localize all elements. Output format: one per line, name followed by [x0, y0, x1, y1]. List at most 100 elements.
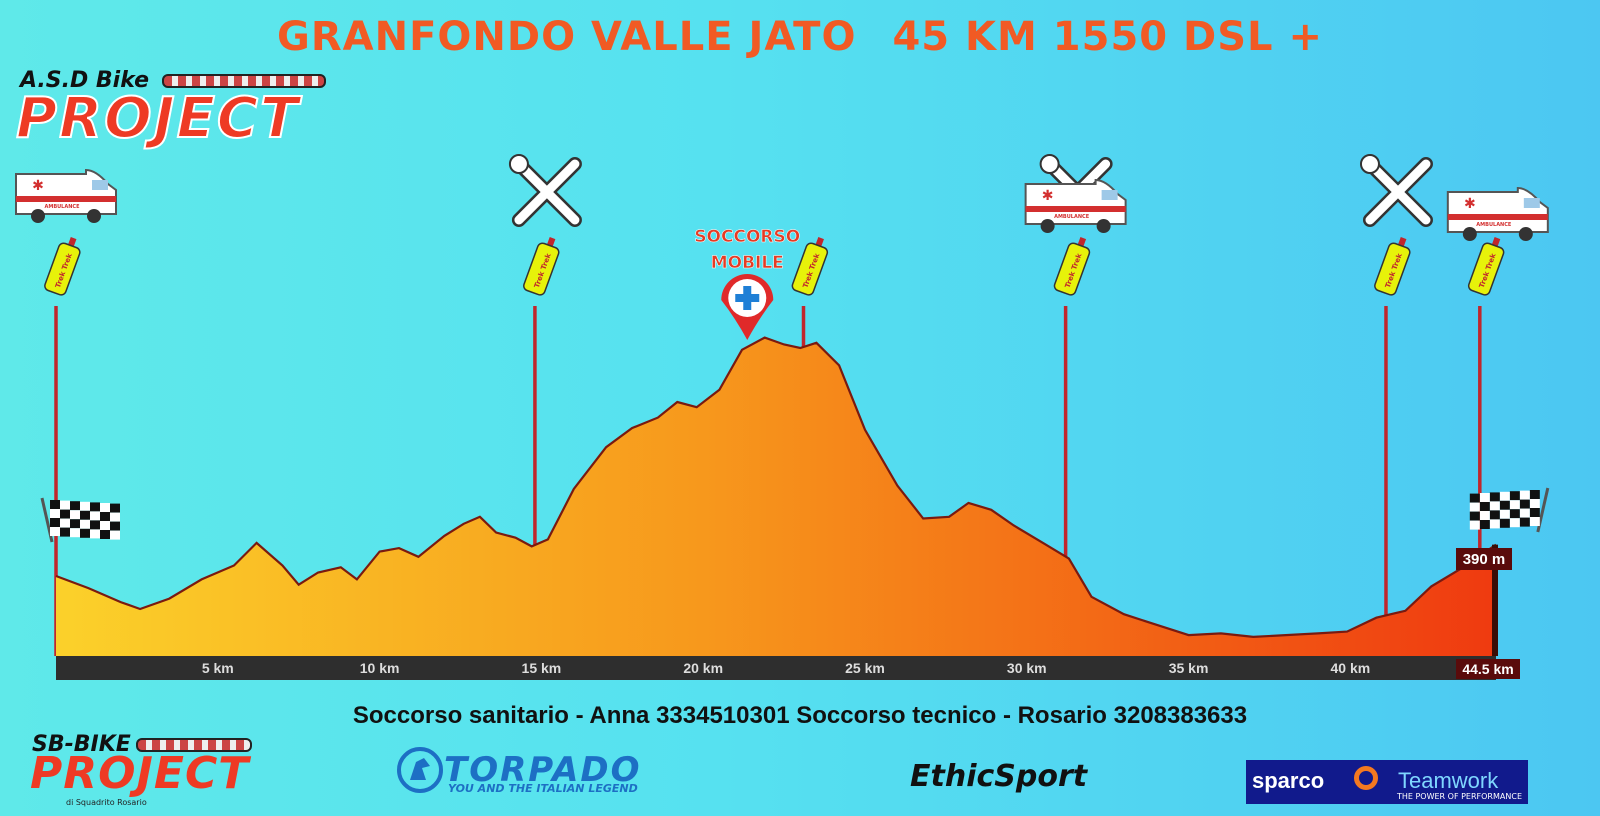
ambulance-stripe: [16, 196, 116, 202]
water-bottle-icon: Trek Trek: [44, 237, 81, 296]
chain-graphic: [162, 74, 326, 88]
tools-fill: [514, 159, 580, 225]
flag-square: [110, 530, 120, 540]
flag-square: [110, 503, 120, 513]
checkered-flag-icon: [40, 497, 120, 543]
wrench-head: [1359, 154, 1380, 174]
bottle-cap: [546, 237, 556, 247]
flag-square: [1519, 499, 1530, 509]
water-bottle-icon: Trek Trek: [523, 237, 560, 296]
water-bottle-icon: Trek Trek: [791, 237, 829, 296]
logo-subtitle: di Squadrito Rosario: [66, 798, 147, 807]
flag-square: [80, 528, 90, 538]
wrench-head: [1039, 154, 1060, 174]
ambulance-wheel: [1518, 227, 1533, 241]
flag-square: [1519, 508, 1530, 518]
repair-tools-icon: [508, 154, 582, 227]
sparco-name: sparco: [1252, 768, 1325, 793]
annotation-line1: SOCCORSO: [694, 227, 800, 247]
ambulance-wheel: [1096, 219, 1111, 233]
end-km-label: 44.5 km: [1462, 661, 1513, 677]
ambulance-icon: ✱ AMBULANCE: [1446, 186, 1549, 241]
profile-area: [56, 337, 1496, 656]
torpado-logo: TORPADO YOU AND THE ITALIAN LEGEND: [396, 746, 716, 795]
flag-square: [70, 510, 80, 520]
flag-square: [50, 527, 60, 536]
bottle-cap: [68, 237, 77, 247]
flag-square: [50, 518, 60, 527]
flag-square: [60, 500, 70, 510]
finish-bar: [1492, 544, 1498, 656]
ambulance-icon: ✱ AMBULANCE: [15, 168, 117, 223]
logo-big-text: PROJECT: [15, 85, 301, 152]
flag-square: [50, 500, 60, 509]
annotation-line2: MOBILE: [711, 253, 784, 273]
end-elevation-label: 390 m: [1463, 551, 1506, 568]
checkered-flag-icon: [1469, 487, 1550, 533]
flag-square: [110, 521, 120, 531]
flag-square: [1479, 502, 1490, 511]
emergency-contacts: Soccorso sanitario - Anna 3334510301 Soc…: [352, 702, 1248, 729]
x-tick-label: 35 km: [1169, 660, 1209, 676]
ambulance-wheel: [1462, 227, 1477, 241]
tools-fill: [1365, 159, 1431, 225]
flag-square: [100, 530, 110, 539]
water-bottle-icon: Trek Trek: [1374, 237, 1411, 296]
flag-square: [1509, 491, 1520, 501]
flag-square: [1479, 520, 1490, 529]
ambulance-window: [1101, 190, 1118, 200]
flag-square: [70, 501, 80, 511]
flag-square: [1499, 491, 1510, 501]
bottle-cap: [1398, 237, 1407, 247]
wrench-head: [508, 154, 529, 174]
flag-square: [90, 502, 100, 512]
flag-square: [1469, 511, 1480, 521]
x-tick-label: 15 km: [522, 660, 562, 676]
bottle-body: [523, 242, 560, 296]
flag-square: [70, 519, 80, 529]
sparco-tagline: THE POWER OF PERFORMANCE: [1396, 792, 1522, 801]
bottle-cap: [815, 237, 824, 247]
flag-square: [90, 511, 100, 521]
bottle-cap: [1491, 237, 1501, 247]
water-bottle-icon: Trek Trek: [1467, 237, 1505, 296]
x-tick-label: 10 km: [360, 660, 400, 676]
flag-square: [1529, 490, 1540, 499]
cross-horizontal: [735, 294, 760, 302]
ambulance-window: [1523, 198, 1540, 208]
flag-square: [70, 528, 80, 538]
bottle-body: [1053, 242, 1091, 296]
flag-square: [1519, 490, 1530, 500]
flag-square: [90, 529, 100, 539]
flag-square: [80, 501, 90, 511]
ambulance-stripe: [1447, 214, 1548, 220]
ambulance-text: AMBULANCE: [44, 204, 80, 210]
bottle-body: [1467, 242, 1505, 296]
torpado-tagline: YOU AND THE ITALIAN LEGEND: [448, 782, 638, 795]
ambulance-stripe: [1025, 206, 1126, 212]
flag-square: [1509, 500, 1520, 510]
ambulance-cross-icon: ✱: [1042, 188, 1054, 204]
profile-line: [55, 336, 1497, 639]
bottle-body: [1374, 242, 1411, 296]
flag-square: [1499, 518, 1510, 528]
ambulance-cross-icon: ✱: [32, 178, 44, 194]
ambulance-wheel: [31, 209, 45, 223]
flag-square: [60, 509, 70, 519]
repair-tools-icon: [1359, 154, 1433, 227]
flag-square: [1469, 520, 1480, 530]
ethicsport-logo: EthicSport: [910, 752, 1087, 800]
end-km-badge: [1456, 659, 1520, 679]
bottle-cap: [1077, 237, 1087, 247]
title-event: GRANFONDO VALLE JATO: [277, 14, 857, 60]
x-tick-label: 30 km: [1007, 660, 1047, 676]
flag-square: [1529, 508, 1540, 517]
x-tick-label: 40 km: [1331, 660, 1371, 676]
flag-square: [1489, 492, 1500, 502]
flag-square: [1499, 500, 1510, 510]
flag-square: [100, 521, 110, 530]
ambulance-text: AMBULANCE: [1476, 222, 1512, 228]
flag-square: [1529, 499, 1540, 508]
ethicsport-name: EthicSport: [910, 758, 1088, 794]
